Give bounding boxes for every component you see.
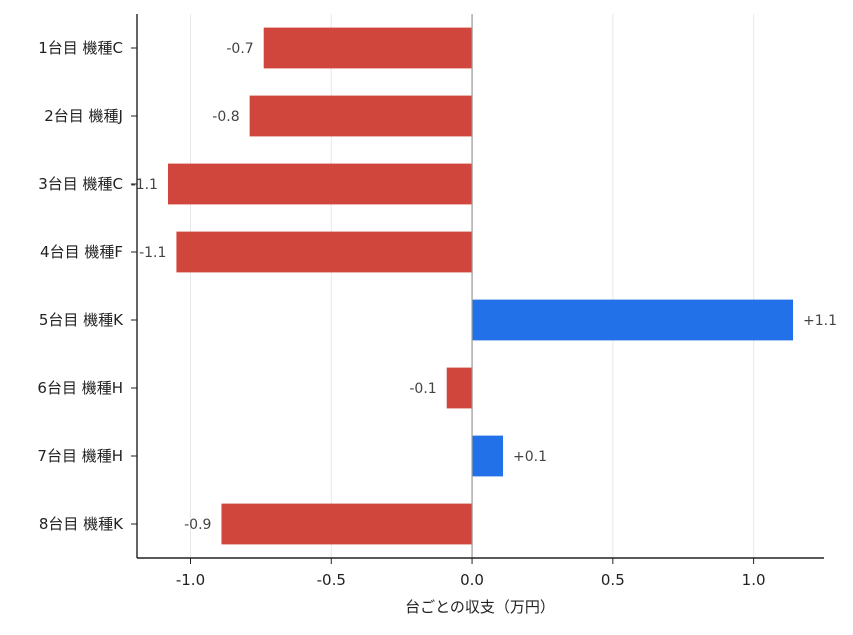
x-tick-label: 0.0 [460,571,484,589]
bar [263,27,473,69]
bar [472,299,794,341]
category-label: 3台目 機種C [38,175,123,193]
bar [221,503,473,545]
bar-value-label: +0.1 [513,449,547,465]
bar-value-label: -0.1 [409,381,436,397]
category-label: 1台目 機種C [38,39,123,57]
x-tick-label: -0.5 [317,571,346,589]
category-label: 5台目 機種K [39,311,124,329]
bar-layer [167,27,794,545]
axis-layer: 1台目 機種C 2台目 機種J 3台目 機種C 4台目 機種F 5台目 機種K 6台目 機… [37,14,824,589]
bar-value-label: -0.7 [226,41,253,57]
bar-value-label: -0.9 [184,517,211,533]
x-tick-label: 0.5 [601,571,625,589]
x-axis-title: 台ごとの収支（万円） [405,598,555,616]
bar-value-label: -1.1 [131,177,158,193]
bar [446,367,473,409]
bar [472,435,504,477]
bar-value-label: +1.1 [803,313,837,329]
bar [167,163,473,205]
bar-value-label: -1.1 [139,245,166,261]
bar-value-label: -0.8 [212,109,239,125]
category-label: 6台目 機種H [37,379,123,397]
x-tick-label: 1.0 [742,571,766,589]
bar [249,95,473,137]
category-label: 7台目 機種H [37,447,123,465]
x-tick-label: -1.0 [176,571,205,589]
category-label: 8台目 機種K [39,515,124,533]
bar [176,231,473,273]
category-label: 4台目 機種F [40,243,123,261]
category-label: 2台目 機種J [44,107,123,125]
label-layer: -0.7 -0.8 -1.1 -1.1 +1.1 -0.1 +0.1 -0.9 [131,41,837,533]
